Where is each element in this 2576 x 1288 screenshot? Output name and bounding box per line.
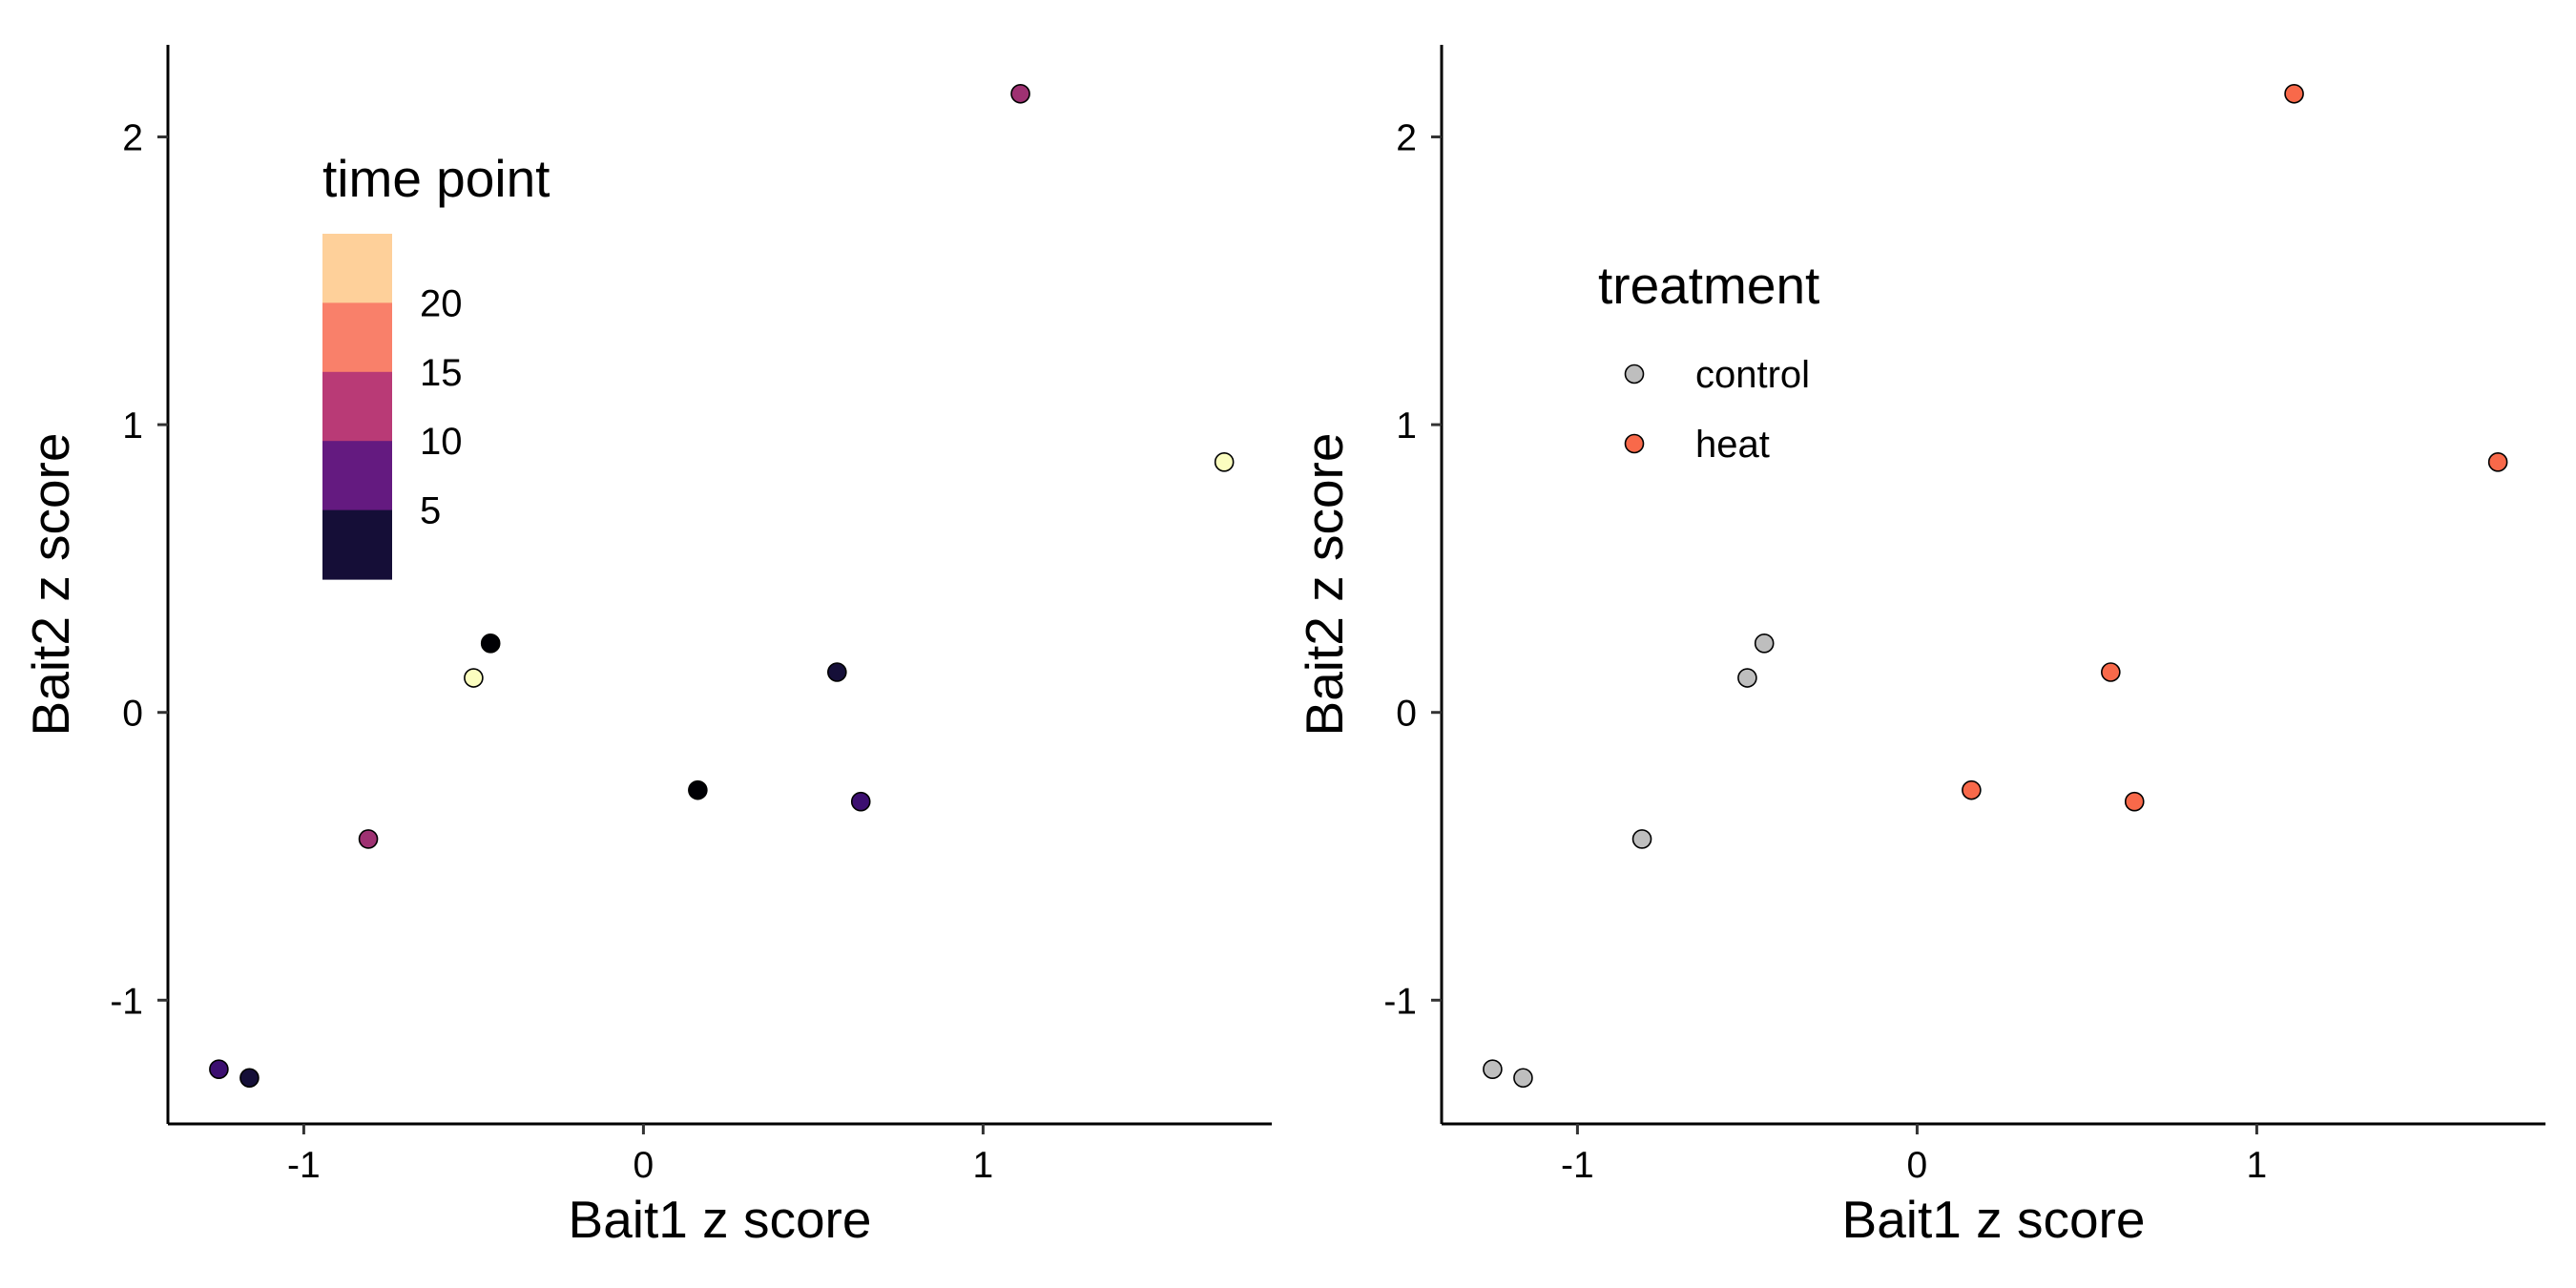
- x-tick-label: -1: [1561, 1145, 1594, 1186]
- y-tick-label: -1: [1383, 981, 1417, 1022]
- data-point: [2101, 662, 2121, 682]
- colorbar-segment: [322, 441, 392, 511]
- colorbar-label: 5: [420, 490, 441, 532]
- data-point: [827, 662, 847, 682]
- x-tick-label: 0: [1907, 1145, 1928, 1186]
- data-point: [1754, 634, 1775, 654]
- y-tick-label: 2: [1396, 118, 1417, 159]
- data-point: [850, 791, 871, 812]
- y-axis-title: Bait2 z score: [21, 433, 80, 737]
- colorbar-segment: [322, 509, 392, 580]
- legend-title: time point: [322, 149, 550, 208]
- colorbar-label: 10: [420, 421, 463, 463]
- data-point: [1483, 1059, 1503, 1079]
- data-point: [2124, 791, 2145, 812]
- data-point: [1214, 452, 1235, 472]
- data-point: [239, 1068, 260, 1089]
- y-tick-label: 1: [1396, 405, 1417, 447]
- legend-key: [1624, 433, 1645, 454]
- x-axis-title: Bait1 z score: [1842, 1190, 2146, 1249]
- x-tick-label: -1: [287, 1145, 321, 1186]
- y-tick-label: -1: [110, 981, 143, 1022]
- data-point: [464, 668, 484, 688]
- x-axis-title: Bait1 z score: [569, 1190, 872, 1249]
- x-tick-label: 1: [973, 1145, 994, 1186]
- data-point: [2284, 83, 2304, 104]
- colorbar-label: 15: [420, 352, 463, 394]
- right-panel: -1 0 1 -1 0 1 2 Bait1 z score Bait2 z score treat…: [1295, 45, 2545, 1249]
- data-point: [480, 634, 501, 654]
- data-point: [2487, 452, 2508, 472]
- legend-title: treatment: [1598, 256, 1819, 315]
- colorbar-label: 20: [420, 282, 463, 324]
- y-axis-title: Bait2 z score: [1295, 433, 1354, 737]
- data-point: [209, 1059, 229, 1079]
- colorbar-segment: [322, 302, 392, 373]
- data-point: [1737, 668, 1757, 688]
- colorbar-segment: [322, 371, 392, 442]
- y-tick-label: 2: [122, 118, 143, 159]
- legend-key: [1624, 364, 1645, 384]
- data-point: [688, 779, 708, 800]
- data-point: [1962, 779, 1982, 800]
- data-point: [1010, 83, 1030, 104]
- x-tick-label: 0: [634, 1145, 654, 1186]
- data-point: [1513, 1068, 1533, 1089]
- legend-label: control: [1695, 354, 1810, 396]
- legend-label: heat: [1695, 424, 1770, 466]
- y-tick-label: 1: [122, 405, 143, 447]
- data-point: [358, 829, 379, 849]
- data-point: [1631, 829, 1652, 849]
- x-tick-label: 1: [2247, 1145, 2268, 1186]
- y-tick-label: 0: [122, 694, 143, 735]
- y-tick-label: 0: [1396, 694, 1417, 735]
- colorbar-segment: [322, 234, 392, 303]
- left-panel: -1 0 1 -1 0 1 2 Bait1 z score Bait2 z score time …: [21, 45, 1272, 1249]
